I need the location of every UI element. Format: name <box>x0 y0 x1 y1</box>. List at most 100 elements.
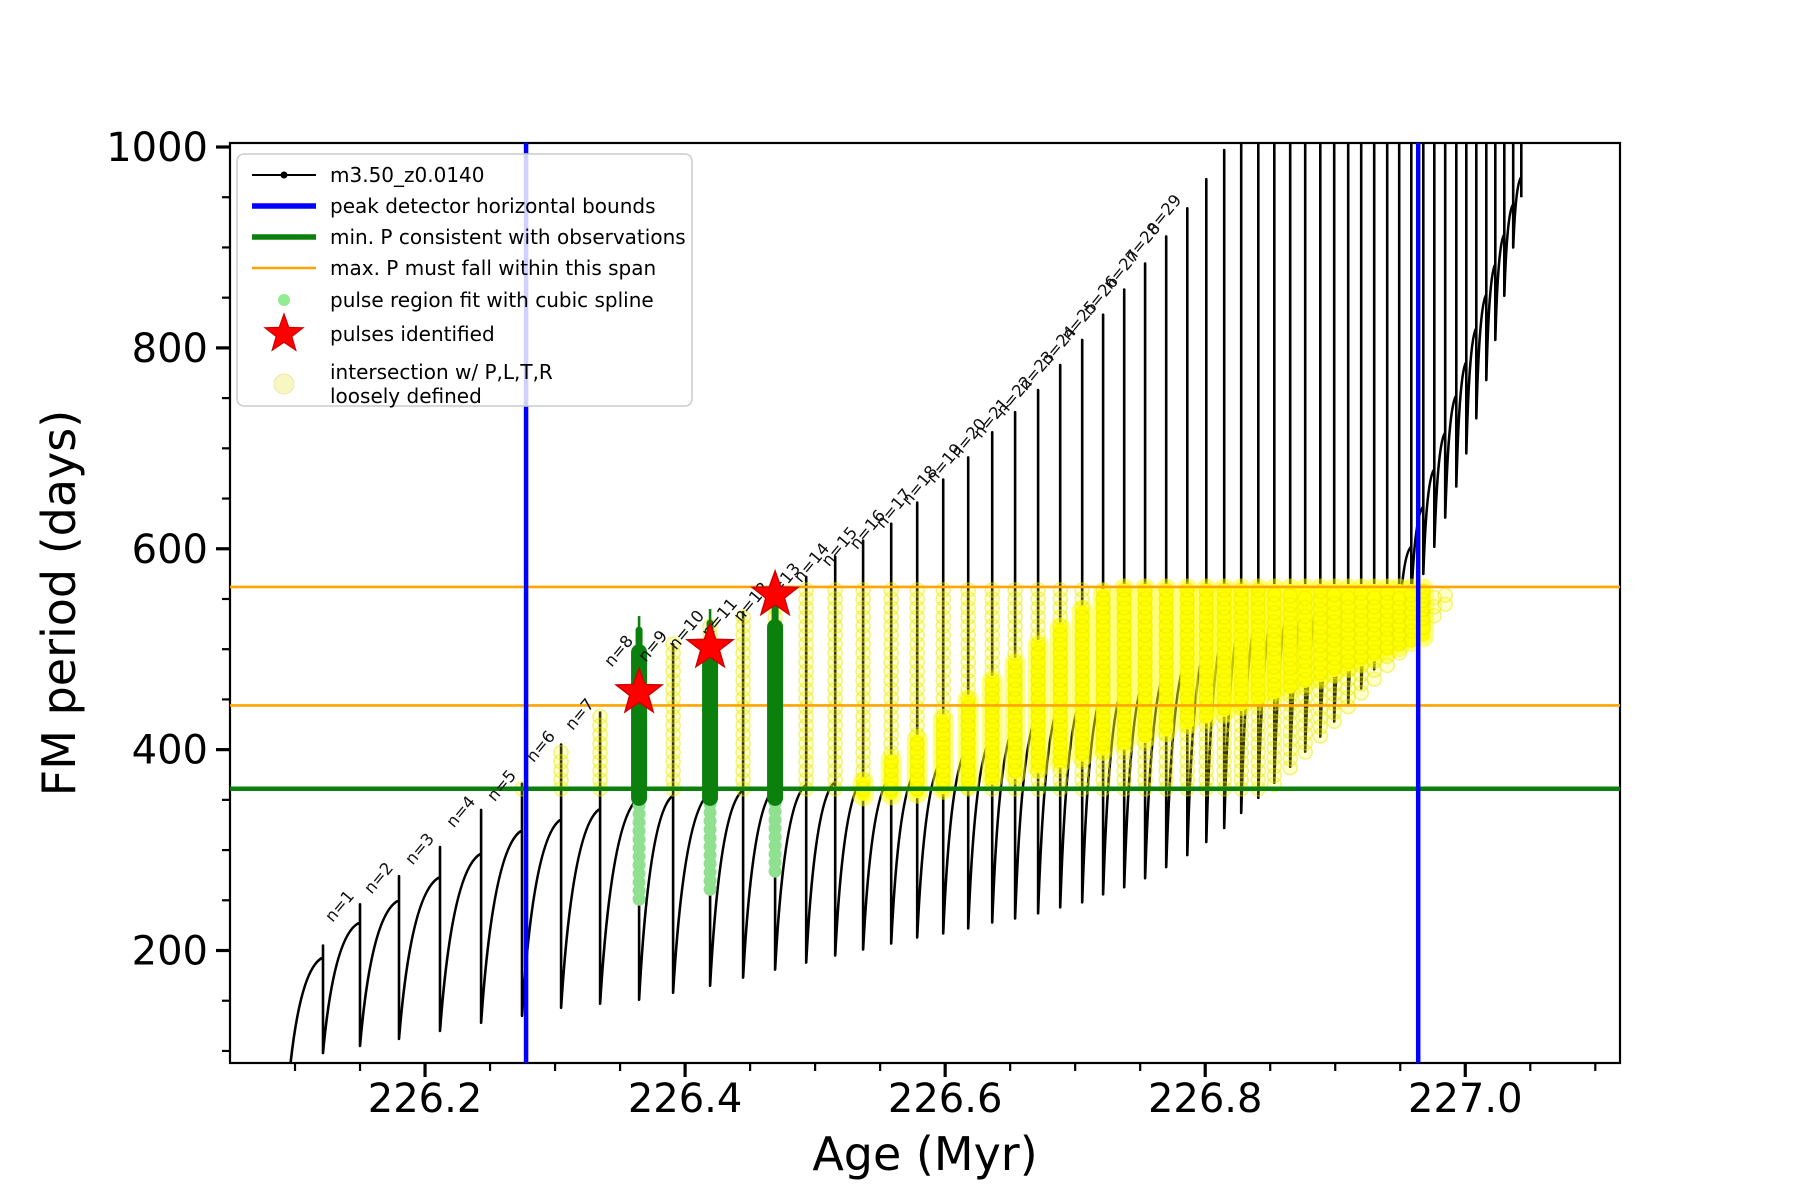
intersection-chain-dot <box>1007 681 1023 698</box>
intersection-chain-dot <box>1074 645 1091 662</box>
intersection-chain-dot <box>665 699 681 716</box>
intersection-chain-dot <box>960 735 976 752</box>
intersection-chain-dot <box>1233 753 1250 770</box>
intersection-chain-dot <box>1158 762 1175 779</box>
intersection-chain-dot <box>1250 753 1267 770</box>
intersection-chain-dot <box>1266 731 1283 748</box>
intersection-chain-dot <box>1158 726 1175 743</box>
intersection-chain-dot <box>883 753 899 770</box>
intersection-chain-dot <box>1137 609 1153 625</box>
intersection-chain-dot <box>1095 582 1111 598</box>
intersection-chain-dot <box>883 654 899 671</box>
intersection-chain-dot <box>1216 672 1232 689</box>
intersection-chain-dot <box>827 627 843 643</box>
intersection-chain-dot <box>1353 666 1370 683</box>
intersection-chain-dot <box>855 591 871 607</box>
intersection-chain-dot <box>855 582 871 598</box>
intersection-chain-dot <box>1030 699 1046 716</box>
x-axis-label: Age (Myr) <box>812 1127 1037 1181</box>
intersection-chain-dot <box>1198 582 1215 598</box>
intersection-chain-dot <box>1074 672 1091 689</box>
intersection-chain-dot <box>1007 654 1023 671</box>
intersection-chain-dot <box>1030 582 1046 598</box>
intersection-chain-dot <box>1233 726 1250 743</box>
intersection-chain-dot <box>1379 603 1396 619</box>
intersection-chain-dot <box>1216 618 1232 634</box>
intersection-chain-dot <box>1353 685 1370 701</box>
intersection-chain-dot <box>1326 605 1342 621</box>
intersection-chain-dot <box>1266 614 1283 630</box>
intersection-chain-dot <box>1282 633 1299 649</box>
intersection-chain-dot <box>1179 591 1196 607</box>
intersection-chain-dot <box>1216 717 1232 734</box>
intersection-chain-dot <box>984 717 1001 734</box>
intersection-chain-dot <box>1137 735 1153 752</box>
intersection-chain-dot <box>1379 594 1396 610</box>
intersection-chain-dot <box>909 645 925 662</box>
intersection-chain-dot <box>1074 627 1091 643</box>
intersection-chain-dot <box>665 672 681 689</box>
intersection-chain-dot <box>1297 599 1314 616</box>
intersection-chain-dot <box>1074 699 1091 716</box>
intersection-chain-dot <box>1366 599 1383 615</box>
intersection-chain-dot <box>1007 636 1023 652</box>
intersection-chain-dot <box>935 582 952 598</box>
intersection-chain-dot <box>1137 762 1153 779</box>
legend-entry-label: pulse region fit with cubic spline <box>330 288 654 312</box>
legend-entry-label: max. P must fall within this span <box>330 256 656 280</box>
intersection-chain-dot <box>1158 618 1175 634</box>
y-tick-label: 600 <box>132 527 208 573</box>
intersection-chain-dot <box>1137 600 1153 616</box>
intersection-chain-dot <box>735 609 751 625</box>
intersection-chain-dot <box>1030 744 1046 761</box>
intersection-chain-dot <box>1179 672 1196 689</box>
intersection-chain-dot <box>592 762 608 779</box>
intersection-chain-dot <box>1312 664 1329 681</box>
intersection-chain-dot <box>1116 672 1133 689</box>
intersection-chain-dot <box>1282 606 1299 622</box>
intersection-chain-dot <box>883 645 899 662</box>
intersection-chain-dot <box>984 582 1001 598</box>
intersection-chain-dot <box>855 636 871 652</box>
intersection-chain-dot <box>1198 726 1215 743</box>
intersection-chain-dot <box>1250 663 1267 680</box>
y-tick-label: 1000 <box>106 125 208 171</box>
intersection-chain-dot <box>1052 672 1069 689</box>
intersection-chain-dot <box>1391 645 1408 661</box>
legend-entry: max. P must fall within this span <box>252 256 656 280</box>
intersection-chain-dot <box>855 645 871 662</box>
intersection-chain-dot <box>1158 735 1175 752</box>
intersection-chain-dot <box>1216 699 1232 716</box>
intersection-chain-dot <box>1216 645 1232 662</box>
intersection-chain-dot <box>1052 699 1069 716</box>
intersection-chain-dot <box>1007 699 1023 716</box>
intersection-chain-dot <box>960 582 976 598</box>
intersection-chain-dot <box>960 600 976 616</box>
intersection-chain-dot <box>883 726 899 743</box>
intersection-chain-dot <box>1233 699 1250 716</box>
intersection-chain-dot <box>1030 618 1046 634</box>
intersection-chain-dot <box>735 618 751 634</box>
intersection-chain-dot <box>1391 599 1408 616</box>
intersection-chain-dot <box>935 717 952 734</box>
intersection-chain-dot <box>1158 744 1175 761</box>
intersection-chain-dot <box>735 654 751 671</box>
x-tick-label: 227.0 <box>1408 1076 1523 1122</box>
intersection-chain-dot <box>735 708 751 725</box>
intersection-chain-dot <box>984 735 1001 752</box>
intersection-chain-dot <box>1179 600 1196 616</box>
intersection-chain-dot <box>1030 708 1046 725</box>
intersection-chain-dot <box>1426 589 1443 606</box>
intersection-chain-dot <box>798 654 814 671</box>
intersection-chain-dot <box>1198 645 1215 662</box>
intersection-chain-dot <box>855 672 871 689</box>
intersection-chain-dot <box>1198 681 1215 698</box>
intersection-chain-dot <box>1250 717 1267 734</box>
intersection-chain-dot <box>855 663 871 680</box>
intersection-chain-dot <box>1312 628 1329 645</box>
intersection-chain-dot <box>1007 600 1023 616</box>
intersection-chain-dot <box>909 600 925 616</box>
intersection-chain-dot <box>1391 635 1408 652</box>
legend-spline-dot-marker <box>278 294 290 306</box>
